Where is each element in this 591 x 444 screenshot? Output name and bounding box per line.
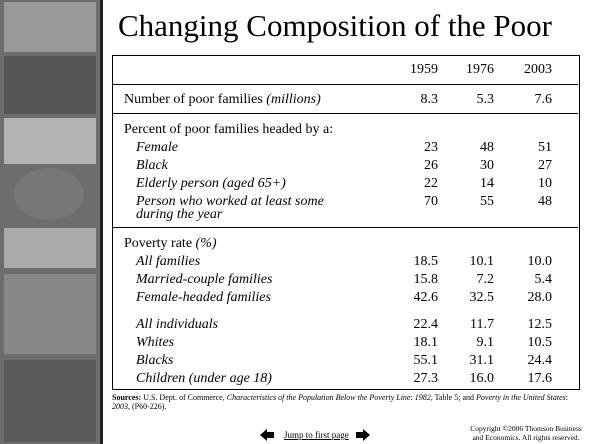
cell-value: 11.7 <box>444 318 494 332</box>
label-note: (%) <box>196 236 217 251</box>
cell-value: 8.3 <box>388 93 438 107</box>
column-header: 2003 <box>502 63 552 77</box>
sources-text: U.S. Dept. of Commerce, <box>143 393 227 402</box>
photo <box>4 228 96 268</box>
row-label: Female-headed families <box>136 291 271 305</box>
row-label: Married-couple families <box>136 273 272 287</box>
cell-value: 14 <box>444 177 494 191</box>
cell-value: 10 <box>502 177 552 191</box>
photo <box>4 2 96 52</box>
cell-value: 55 <box>444 195 494 209</box>
cell-value: 51 <box>502 141 552 155</box>
cell-value: 7.6 <box>502 93 552 107</box>
cell-value: 70 <box>388 195 438 209</box>
sources-text: Poverty in the United States <box>476 393 566 402</box>
row-label: Elderly person (aged 65+) <box>136 177 286 191</box>
sources-text: 2003 <box>112 402 128 411</box>
cell-value: 48 <box>502 195 552 209</box>
cell-value: 22 <box>388 177 438 191</box>
sources-text: : <box>566 393 568 402</box>
cell-value: 27.3 <box>388 372 438 386</box>
sources-text: , Table 5; and <box>431 393 476 402</box>
cell-value: 18.1 <box>388 336 438 350</box>
sources-text: Characteristics of the Population Below … <box>227 393 411 402</box>
image-strip <box>0 0 100 444</box>
cell-value: 42.6 <box>388 291 438 305</box>
nav: Jump to first page <box>260 428 380 442</box>
row-label: Children (under age 18) <box>136 372 272 386</box>
sources-label: Sources: <box>112 393 141 402</box>
section-label: Percent of poor families headed by a: <box>124 123 333 137</box>
cell-value: 10.5 <box>502 336 552 350</box>
cell-value: 17.6 <box>502 372 552 386</box>
cell-value: 26 <box>388 159 438 173</box>
cell-value: 10.1 <box>444 255 494 269</box>
cell-value: 22.4 <box>388 318 438 332</box>
sources-text: , (P60-226). <box>128 402 166 411</box>
cell-value: 48 <box>444 141 494 155</box>
sources: Sources: U.S. Dept. of Commerce, Charact… <box>112 393 578 411</box>
rule <box>112 113 578 114</box>
section-label: Number of poor families (millions) <box>124 93 321 107</box>
cell-value: 24.4 <box>502 354 552 368</box>
forward-arrow[interactable] <box>356 429 370 441</box>
cell-value: 15.8 <box>388 273 438 287</box>
cell-value: 30 <box>444 159 494 173</box>
row-label: Female <box>136 141 178 155</box>
photo <box>4 118 96 164</box>
row-label: All families <box>136 255 200 269</box>
cell-value: 31.1 <box>444 354 494 368</box>
row-label: Person who worked at least some during t… <box>136 195 346 221</box>
photo <box>4 360 96 442</box>
sources-text: 1982 <box>415 393 431 402</box>
rule <box>112 227 578 228</box>
cell-value: 23 <box>388 141 438 155</box>
photo <box>4 274 96 354</box>
cell-value: 16.0 <box>444 372 494 386</box>
row-label: Black <box>136 159 168 173</box>
rule <box>112 84 578 85</box>
back-arrow[interactable] <box>260 429 274 441</box>
cell-value: 27 <box>502 159 552 173</box>
jump-link[interactable]: Jump to first page <box>284 430 349 440</box>
column-header: 1976 <box>444 63 494 77</box>
row-label: Whites <box>136 336 174 350</box>
cell-value: 9.1 <box>444 336 494 350</box>
row-label: All individuals <box>136 318 218 332</box>
divider <box>100 0 103 444</box>
column-header: 1959 <box>388 63 438 77</box>
cell-value: 55.1 <box>388 354 438 368</box>
label-text: Percent of poor families headed by a: <box>124 122 333 137</box>
cell-value: 12.5 <box>502 318 552 332</box>
cell-value: 5.4 <box>502 273 552 287</box>
cell-value: 28.0 <box>502 291 552 305</box>
cell-value: 5.3 <box>444 93 494 107</box>
photo <box>4 56 96 114</box>
label-text: Number of poor families <box>124 92 263 107</box>
row-label: Blacks <box>136 354 173 368</box>
cell-value: 18.5 <box>388 255 438 269</box>
copyright: Copyright ©2006 Thomson Business and Eco… <box>470 424 582 442</box>
cell-value: 32.5 <box>444 291 494 305</box>
section-label: Poverty rate (%) <box>124 237 217 251</box>
label-note: (millions) <box>266 92 320 107</box>
cell-value: 10.0 <box>502 255 552 269</box>
title: Changing Composition of the Poor <box>118 8 552 44</box>
cell-value: 7.2 <box>444 273 494 287</box>
slide: Changing Composition of the Poor 1959 197… <box>0 0 591 444</box>
label-text: Poverty rate <box>124 236 192 251</box>
photo <box>14 168 84 220</box>
